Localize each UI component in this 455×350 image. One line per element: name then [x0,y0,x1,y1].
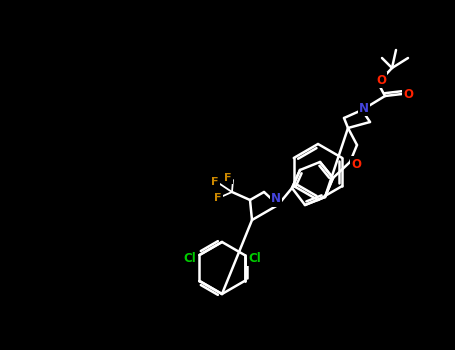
Text: F: F [214,193,222,203]
Text: F: F [211,177,219,187]
Text: Cl: Cl [183,252,196,265]
Text: Cl: Cl [248,252,261,265]
Text: O: O [351,158,361,170]
Text: N: N [271,193,281,205]
Text: O: O [376,74,386,86]
Text: O: O [403,88,413,100]
Text: N: N [359,102,369,114]
Text: F: F [224,173,232,183]
